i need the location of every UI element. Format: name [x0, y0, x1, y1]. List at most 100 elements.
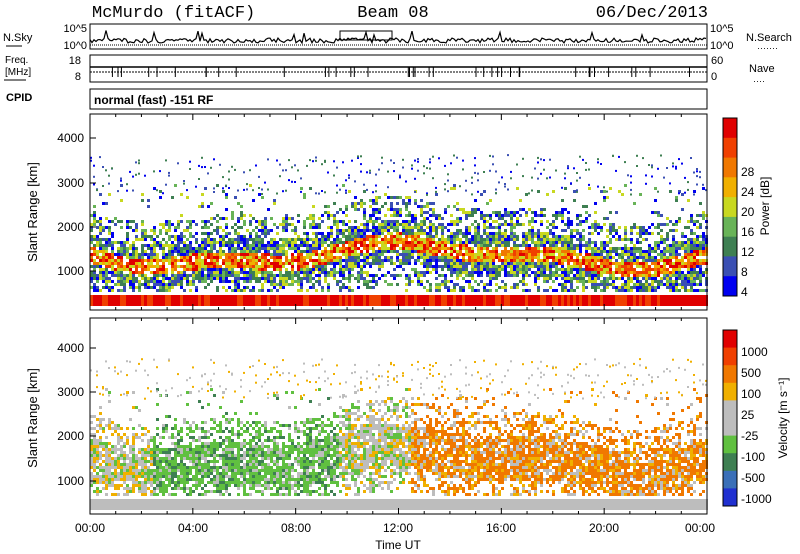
heat-cell — [255, 164, 257, 167]
heat-cell — [417, 259, 420, 262]
heat-cell — [678, 241, 681, 244]
heat-cell — [420, 229, 423, 232]
heat-cell — [135, 268, 138, 271]
heat-cell — [369, 217, 372, 220]
heat-cell — [357, 274, 360, 277]
heat-cell — [222, 262, 225, 265]
heat-cell — [324, 159, 326, 162]
heat-cell — [105, 487, 108, 490]
heat-cell — [396, 220, 399, 223]
heat-cell — [312, 265, 315, 268]
heat-cell — [354, 229, 357, 232]
heat-cell — [543, 232, 546, 235]
heat-cell — [348, 286, 351, 289]
heat-cell — [252, 244, 255, 247]
heat-cell — [237, 289, 240, 292]
heat-cell — [510, 211, 513, 214]
heat-cell — [492, 235, 495, 238]
heat-cell — [111, 256, 114, 259]
heat-cell — [552, 250, 555, 253]
heat-cell — [243, 295, 246, 306]
heat-cell — [645, 286, 648, 289]
heat-cell — [513, 238, 516, 241]
heat-cell — [153, 256, 156, 259]
heat-cell — [396, 241, 399, 244]
heat-cell — [99, 289, 102, 292]
heat-cell — [180, 253, 183, 256]
heat-cell — [312, 241, 315, 244]
heat-cell — [360, 241, 363, 244]
heat-cell — [666, 283, 669, 286]
heat-cell — [159, 190, 162, 193]
heat-cell — [315, 159, 317, 162]
heat-cell — [90, 159, 92, 162]
heat-cell — [621, 247, 624, 250]
heat-cell — [579, 155, 581, 158]
heat-cell — [261, 262, 264, 265]
heat-cell — [231, 244, 234, 247]
heat-cell — [459, 220, 462, 223]
heat-cell — [360, 238, 363, 241]
heat-cell — [123, 469, 126, 472]
heat-cell — [348, 226, 351, 229]
heat-cell — [639, 235, 642, 238]
heat-cell — [699, 241, 702, 244]
heat-cell — [366, 238, 369, 241]
heat-cell — [636, 262, 639, 265]
heat-cell — [120, 466, 123, 469]
heat-cell — [564, 259, 567, 262]
heat-cell — [648, 256, 651, 259]
heat-cell — [576, 262, 579, 265]
heat-cell — [195, 256, 198, 259]
heat-cell — [447, 223, 450, 226]
heat-cell — [510, 268, 513, 271]
heat-cell — [345, 277, 348, 280]
heat-cell — [240, 211, 243, 214]
heat-cell — [312, 286, 315, 289]
heat-cell — [141, 460, 144, 463]
heat-cell — [138, 280, 141, 283]
heat-cell — [570, 235, 573, 238]
heat-cell — [456, 259, 459, 262]
heat-cell — [447, 229, 450, 232]
heat-cell — [420, 295, 423, 306]
heat-cell — [306, 232, 309, 235]
heat-cell — [96, 295, 99, 306]
heat-cell — [138, 274, 141, 277]
heat-cell — [543, 253, 546, 256]
heat-cell — [162, 250, 165, 253]
heat-cell — [168, 466, 171, 469]
heat-cell — [321, 286, 324, 289]
heat-cell — [156, 259, 159, 262]
heat-cell — [276, 192, 278, 195]
heat-cell — [138, 448, 141, 451]
heat-cell — [276, 247, 279, 250]
heat-cell — [168, 460, 171, 463]
heat-cell — [432, 247, 435, 250]
heat-cell — [327, 205, 330, 208]
heat-cell — [543, 256, 546, 259]
heat-cell — [528, 295, 531, 306]
heat-cell — [141, 484, 144, 487]
heat-cell — [90, 295, 93, 306]
heat-cell — [348, 256, 351, 259]
noise-search-label: N.Search — [746, 32, 792, 44]
heat-cell — [198, 271, 201, 274]
heat-cell — [375, 250, 378, 253]
heat-cell — [162, 271, 165, 274]
heat-cell — [648, 226, 651, 229]
heat-cell — [639, 256, 642, 259]
heat-cell — [477, 229, 480, 232]
heat-cell — [492, 265, 495, 268]
heat-cell — [570, 182, 572, 185]
heat-cell — [339, 289, 342, 292]
heat-cell — [498, 256, 501, 259]
heat-cell — [567, 262, 570, 265]
heat-cell — [597, 232, 600, 235]
heat-cell — [306, 265, 309, 268]
heat-cell — [678, 217, 681, 220]
heat-cell — [210, 259, 213, 262]
heat-cell — [234, 241, 237, 244]
heat-cell — [219, 274, 222, 277]
heat-cell — [195, 274, 198, 277]
